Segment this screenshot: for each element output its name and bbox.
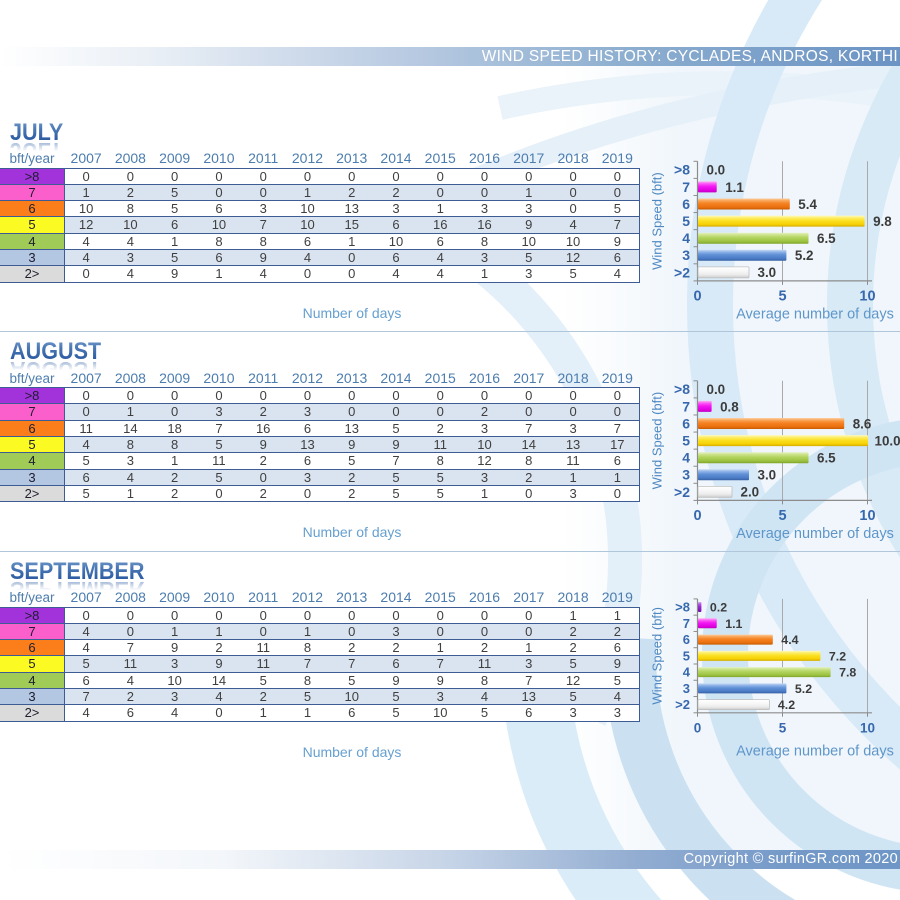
svg-text:1.1: 1.1	[725, 617, 742, 631]
svg-text:1.1: 1.1	[725, 180, 744, 195]
svg-text:0: 0	[693, 508, 701, 524]
svg-text:5.2: 5.2	[795, 248, 814, 263]
svg-text:7.8: 7.8	[839, 666, 856, 680]
svg-text:0.2: 0.2	[710, 601, 727, 615]
svg-text:0.8: 0.8	[720, 399, 739, 414]
svg-text:6: 6	[682, 196, 690, 212]
svg-text:10: 10	[859, 508, 875, 524]
svg-text:>2: >2	[675, 697, 690, 712]
svg-text:0.0: 0.0	[707, 163, 726, 178]
svg-text:4: 4	[682, 230, 690, 246]
svg-text:Average number of days: Average number of days	[736, 744, 894, 760]
svg-text:>2: >2	[674, 264, 690, 280]
svg-text:5.4: 5.4	[798, 197, 817, 212]
svg-text:>8: >8	[675, 600, 690, 615]
svg-text:5: 5	[683, 648, 690, 663]
svg-text:>2: >2	[674, 484, 690, 500]
svg-text:7: 7	[683, 616, 690, 631]
svg-text:7: 7	[682, 398, 690, 414]
svg-text:4: 4	[682, 450, 690, 466]
svg-text:10: 10	[860, 720, 875, 735]
svg-text:>8: >8	[674, 162, 690, 178]
svg-text:7.2: 7.2	[829, 649, 846, 663]
svg-text:6.5: 6.5	[817, 451, 836, 466]
svg-text:Wind Speed (bft): Wind Speed (bft)	[650, 392, 665, 490]
svg-text:Average number of days: Average number of days	[736, 307, 894, 323]
svg-text:3.0: 3.0	[758, 468, 777, 483]
svg-text:4.4: 4.4	[781, 633, 798, 647]
svg-text:4: 4	[683, 665, 691, 680]
svg-text:3: 3	[683, 681, 690, 696]
svg-text:6: 6	[683, 632, 690, 647]
svg-text:Wind Speed (bft): Wind Speed (bft)	[650, 172, 665, 270]
svg-text:>8: >8	[674, 381, 690, 397]
svg-text:4.2: 4.2	[778, 698, 795, 712]
svg-text:6: 6	[682, 415, 690, 431]
svg-text:0: 0	[693, 289, 701, 305]
svg-text:3: 3	[682, 247, 690, 263]
svg-text:Wind Speed (bft): Wind Speed (bft)	[650, 607, 665, 705]
svg-text:5: 5	[779, 720, 787, 735]
svg-text:0: 0	[694, 720, 702, 735]
svg-text:9.8: 9.8	[873, 214, 892, 229]
svg-text:7: 7	[682, 179, 690, 195]
svg-text:10.0: 10.0	[875, 433, 900, 448]
svg-text:3: 3	[682, 467, 690, 483]
svg-text:10: 10	[859, 289, 875, 305]
svg-text:2.0: 2.0	[741, 485, 760, 500]
svg-text:5: 5	[682, 213, 690, 229]
svg-text:5: 5	[778, 508, 786, 524]
svg-text:Average number of days: Average number of days	[736, 526, 894, 542]
svg-text:5: 5	[682, 433, 690, 449]
svg-text:5.2: 5.2	[795, 682, 812, 696]
svg-text:8.6: 8.6	[853, 416, 872, 431]
svg-text:0.0: 0.0	[707, 382, 726, 397]
svg-text:6.5: 6.5	[817, 231, 836, 246]
svg-text:5: 5	[778, 289, 786, 305]
svg-text:3.0: 3.0	[758, 265, 777, 280]
